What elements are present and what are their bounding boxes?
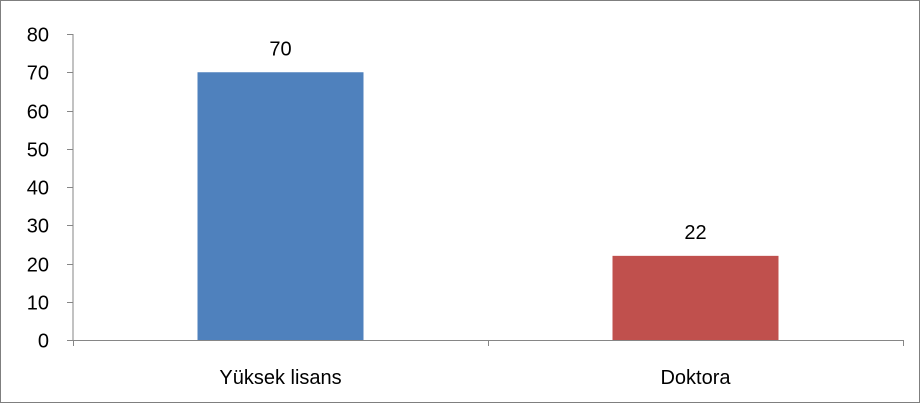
y-tick-label: 20 xyxy=(27,255,49,277)
bars xyxy=(197,72,779,340)
y-axis: 0 10 20 30 40 50 60 70 80 xyxy=(27,25,74,353)
y-tick-label: 50 xyxy=(27,140,49,162)
y-tick-label: 60 xyxy=(27,102,49,124)
x-tick-label: Doktora xyxy=(660,367,731,389)
x-axis: Yüksek lisans Doktora xyxy=(73,340,904,389)
y-tick-label: 30 xyxy=(27,216,49,238)
data-label: 22 xyxy=(684,222,706,244)
data-label: 70 xyxy=(269,38,291,60)
bar xyxy=(197,72,364,340)
y-tick-label: 40 xyxy=(27,178,49,200)
bar xyxy=(612,255,779,340)
x-tick-label: Yüksek lisans xyxy=(219,367,341,389)
y-tick-label: 10 xyxy=(27,293,49,315)
y-tick-label: 70 xyxy=(27,63,49,85)
data-labels: 70 22 xyxy=(269,38,706,244)
y-tick-label: 80 xyxy=(27,25,49,47)
y-tick-label: 0 xyxy=(38,331,49,353)
